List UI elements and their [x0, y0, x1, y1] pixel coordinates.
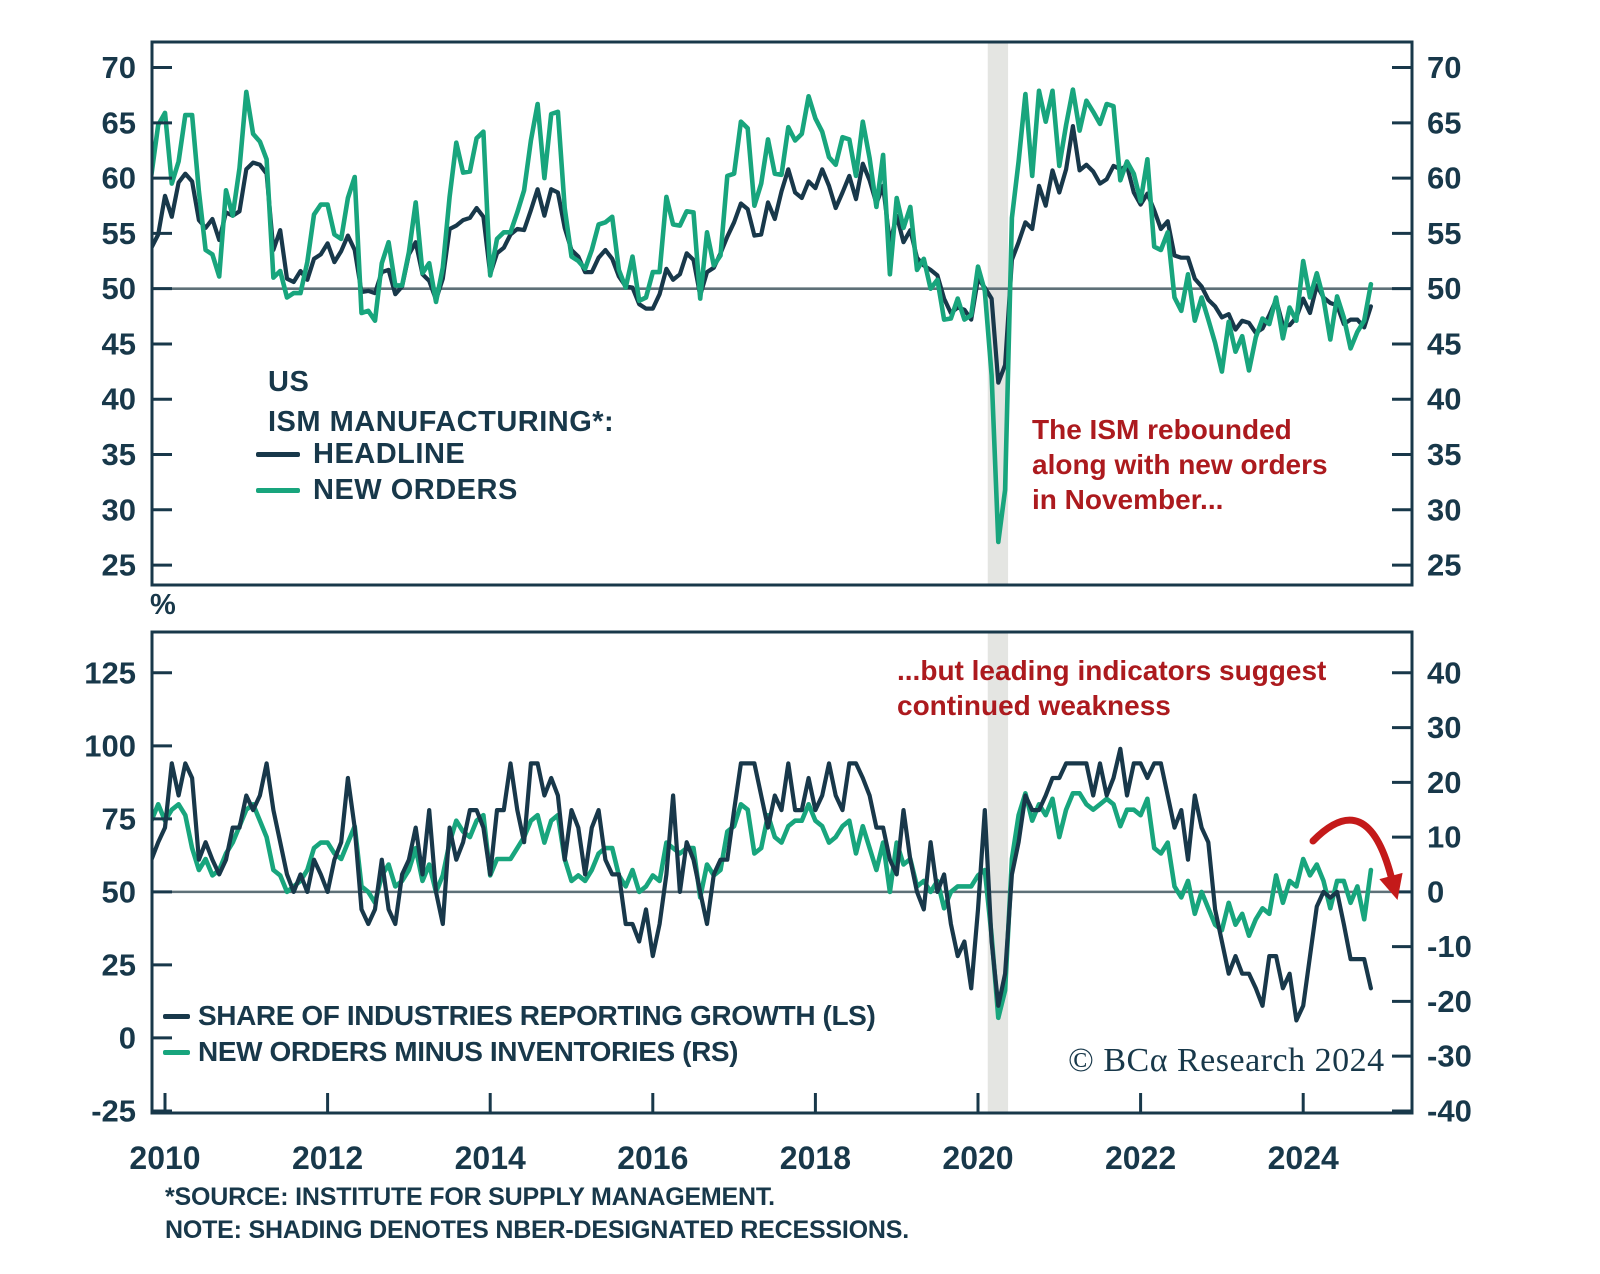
axis-tick-label: 2018 — [780, 1140, 851, 1176]
axis-tick-label: -30 — [1427, 1039, 1472, 1074]
axis-tick-label: 70 — [1427, 50, 1461, 85]
axis-tick-label: 2022 — [1105, 1140, 1176, 1176]
axis-tick-label: 2014 — [455, 1140, 526, 1176]
new-orders-line — [152, 87, 1374, 545]
axis-tick-label: 2016 — [617, 1140, 688, 1176]
new-orders-minus-inventories-line — [152, 791, 1374, 1021]
axis-tick-label: 45 — [102, 326, 136, 361]
annotation-line: in November... — [1032, 484, 1224, 515]
axis-tick-label: 60 — [102, 161, 136, 196]
axis-tick-label: -10 — [1427, 929, 1472, 964]
axis-tick-label: 30 — [1427, 492, 1461, 527]
trend-arrow — [1309, 816, 1395, 880]
source-line: *SOURCE: INSTITUTE FOR SUPPLY MANAGEMENT… — [165, 1183, 775, 1211]
axis-tick-label: 50 — [1427, 271, 1461, 306]
axis-tick-label: 55 — [102, 216, 136, 251]
share-of-industries-line — [152, 746, 1373, 1023]
legend-label-no-minus-inv: NEW ORDERS MINUS INVENTORIES (RS) — [198, 1036, 739, 1067]
new-orders-swatch-icon — [256, 488, 300, 493]
annotation-ism-rebound: The ISM rebounded along with new orders … — [1032, 412, 1328, 517]
axis-tick-label: 25 — [102, 947, 136, 982]
axis-tick-label: 0 — [119, 1020, 136, 1055]
axis-tick-label: 30 — [1427, 710, 1461, 745]
axis-tick-label: 40 — [1427, 382, 1461, 417]
axis-tick-label: 2012 — [292, 1140, 363, 1176]
legend-item-headline: HEADLINE — [256, 438, 465, 471]
axis-tick-label: 50 — [102, 271, 136, 306]
axis-tick-label: 65 — [1427, 105, 1461, 140]
legend-item-new-orders: NEW ORDERS — [256, 474, 518, 507]
chart-title-country: US — [268, 366, 310, 398]
axis-tick-label: 60 — [1427, 161, 1461, 196]
legend-label-new-orders: NEW ORDERS — [313, 474, 518, 506]
axis-tick-label: 10 — [1427, 820, 1461, 855]
axis-tick-label: 25 — [102, 548, 136, 583]
axis-tick-label: -40 — [1427, 1093, 1472, 1128]
legend-label-share-growth: SHARE OF INDUSTRIES REPORTING GROWTH (LS… — [198, 1000, 876, 1031]
annotation-line: continued weakness — [897, 690, 1171, 721]
legend-item-share-growth: SHARE OF INDUSTRIES REPORTING GROWTH (LS… — [163, 1000, 876, 1032]
axis-tick-label: 65 — [102, 105, 136, 140]
source-note: *SOURCE: INSTITUTE FOR SUPPLY MANAGEMENT… — [165, 1181, 909, 1247]
bca-research-logo: © BCα Research 2024 — [1068, 1042, 1385, 1079]
top-panel-border — [150, 40, 1414, 587]
axis-tick-label: 2020 — [942, 1140, 1013, 1176]
share-growth-swatch-icon — [163, 1013, 190, 1019]
no-minus-inv-swatch-icon — [163, 1049, 190, 1055]
percent-axis-label: % — [150, 589, 176, 621]
axis-tick-label: 20 — [1427, 765, 1461, 800]
annotation-line: ...but leading indicators suggest — [897, 655, 1327, 686]
axis-tick-label: 75 — [102, 801, 136, 836]
axis-tick-label: 30 — [102, 492, 136, 527]
axis-tick-label: 25 — [1427, 548, 1461, 583]
annotation-line: along with new orders — [1032, 449, 1328, 480]
axis-tick-label: 40 — [1427, 655, 1461, 690]
annotation-line: The ISM rebounded — [1032, 414, 1292, 445]
axis-tick-label: 0 — [1427, 874, 1444, 909]
legend-label-headline: HEADLINE — [313, 438, 466, 470]
legend-item-no-minus-inv: NEW ORDERS MINUS INVENTORIES (RS) — [163, 1036, 739, 1068]
axis-tick-label: -25 — [91, 1093, 136, 1128]
chart-title: ISM MANUFACTURING*: — [268, 406, 615, 438]
annotation-leading-indicators: ...but leading indicators suggest contin… — [897, 653, 1326, 723]
axis-tick-label: -20 — [1427, 984, 1472, 1019]
axis-tick-label: 50 — [102, 874, 136, 909]
headline-line — [152, 124, 1373, 385]
axis-tick-label: 70 — [102, 50, 136, 85]
axis-tick-label: 45 — [1427, 326, 1461, 361]
axis-tick-label: 2010 — [129, 1140, 200, 1176]
axis-tick-label: 125 — [84, 655, 136, 690]
axis-tick-label: 100 — [84, 728, 136, 763]
axis-tick-label: 40 — [102, 382, 136, 417]
axis-tick-label: 2024 — [1268, 1140, 1339, 1176]
bottom-panel-border — [150, 630, 1414, 1115]
headline-swatch-icon — [256, 452, 300, 457]
axis-tick-label: 35 — [102, 437, 136, 472]
trend-arrow-head-icon — [1379, 872, 1403, 900]
note-line: NOTE: SHADING DENOTES NBER-DESIGNATED RE… — [165, 1216, 909, 1244]
axis-tick-label: 35 — [1427, 437, 1461, 472]
axis-tick-label: 55 — [1427, 216, 1461, 251]
